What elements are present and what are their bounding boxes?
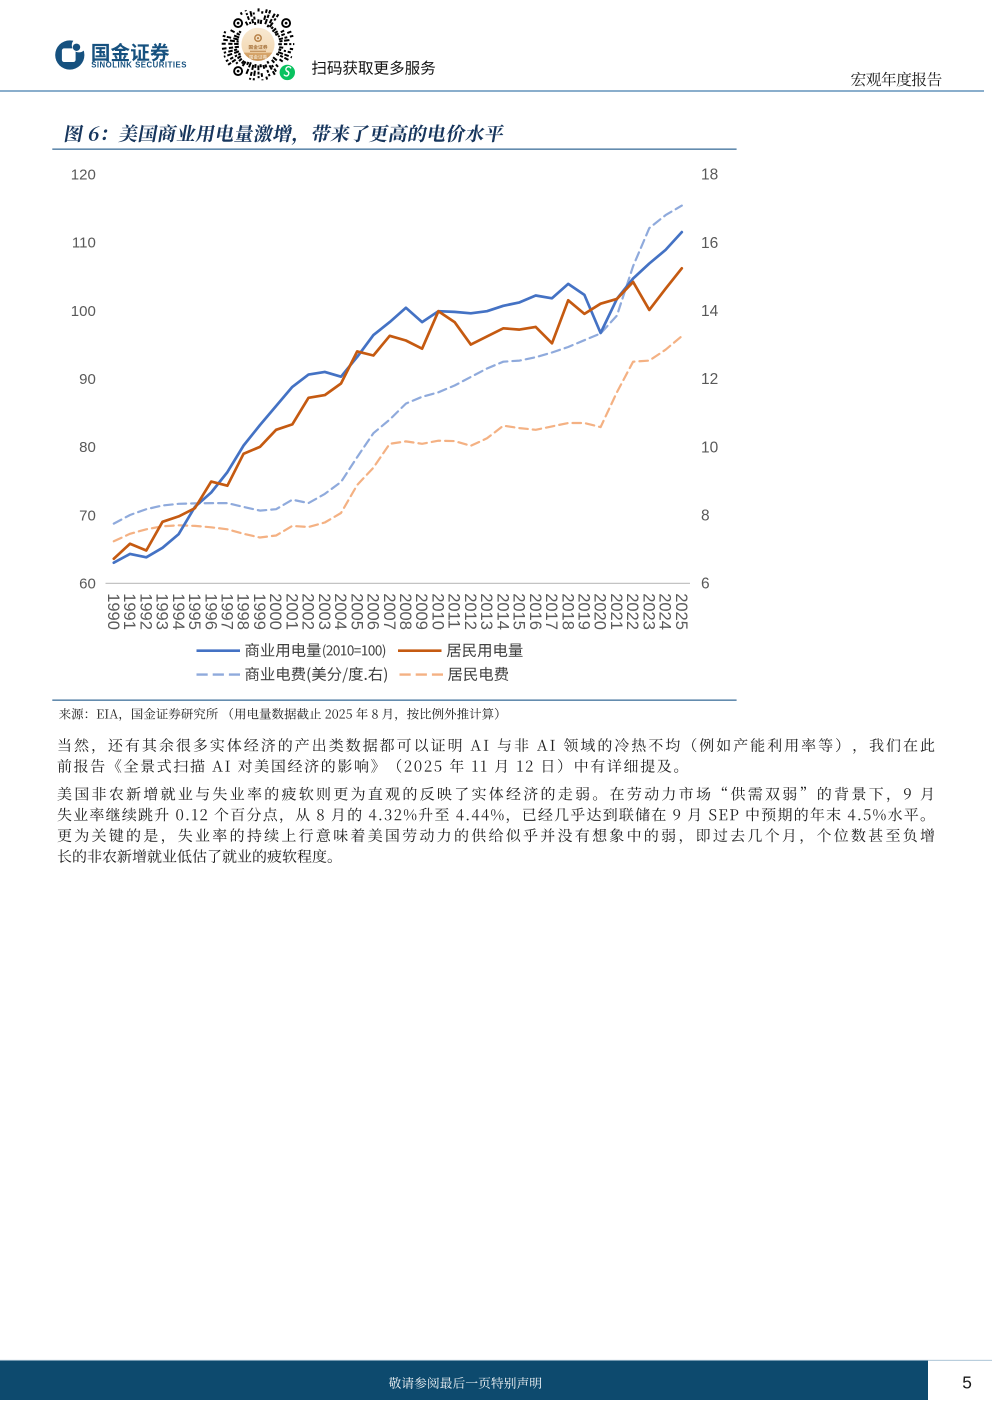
svg-text:8: 8: [701, 508, 710, 525]
svg-text:2001: 2001: [282, 593, 300, 630]
svg-text:6: 6: [701, 576, 710, 593]
svg-text:2024: 2024: [656, 593, 674, 630]
svg-text:110: 110: [72, 235, 96, 252]
svg-text:1996: 1996: [201, 593, 219, 630]
svg-text:2005: 2005: [347, 593, 365, 630]
svg-text:2007: 2007: [380, 593, 398, 630]
svg-text:14: 14: [701, 303, 719, 320]
svg-text:1994: 1994: [169, 593, 187, 630]
svg-text:2008: 2008: [396, 593, 414, 630]
svg-text:120: 120: [71, 166, 96, 183]
svg-text:18: 18: [701, 167, 718, 184]
svg-text:2016: 2016: [526, 593, 544, 630]
svg-text:2013: 2013: [477, 593, 495, 630]
svg-text:2018: 2018: [558, 593, 576, 630]
svg-text:1993: 1993: [153, 593, 171, 630]
svg-text:2002: 2002: [299, 593, 317, 630]
svg-text:1990: 1990: [104, 593, 122, 630]
svg-text:12: 12: [701, 371, 718, 388]
svg-text:2011: 2011: [445, 593, 463, 628]
svg-text:10: 10: [701, 439, 719, 456]
svg-text:2014: 2014: [493, 593, 511, 630]
svg-text:100: 100: [71, 303, 96, 320]
svg-text:2010: 2010: [429, 593, 447, 630]
svg-text:2020: 2020: [591, 593, 609, 630]
svg-text:2006: 2006: [364, 593, 382, 630]
svg-text:2015: 2015: [510, 593, 528, 630]
svg-text:1995: 1995: [185, 593, 203, 630]
svg-text:1999: 1999: [250, 593, 268, 630]
svg-text:70: 70: [79, 507, 96, 524]
svg-text:1992: 1992: [136, 593, 154, 630]
svg-text:2025: 2025: [672, 593, 690, 630]
svg-text:1991: 1991: [120, 593, 138, 630]
svg-text:90: 90: [79, 371, 96, 388]
svg-text:1997: 1997: [218, 593, 236, 630]
svg-text:2021: 2021: [607, 593, 625, 630]
svg-text:2003: 2003: [315, 593, 333, 630]
svg-text:2023: 2023: [639, 593, 657, 630]
svg-text:2012: 2012: [461, 593, 479, 630]
svg-text:2019: 2019: [575, 593, 593, 630]
svg-text:5: 5: [962, 1372, 972, 1392]
svg-text:16: 16: [701, 235, 718, 252]
svg-text:SINOLINK SECURITIES: SINOLINK SECURITIES: [91, 61, 187, 70]
svg-text:2000: 2000: [266, 593, 284, 630]
svg-text:2004: 2004: [331, 593, 349, 630]
svg-text:80: 80: [79, 439, 96, 456]
svg-text:2017: 2017: [542, 593, 560, 630]
svg-text:1998: 1998: [234, 593, 252, 630]
svg-text:60: 60: [79, 576, 96, 593]
svg-text:2009: 2009: [412, 593, 430, 630]
svg-text:2022: 2022: [623, 593, 641, 630]
